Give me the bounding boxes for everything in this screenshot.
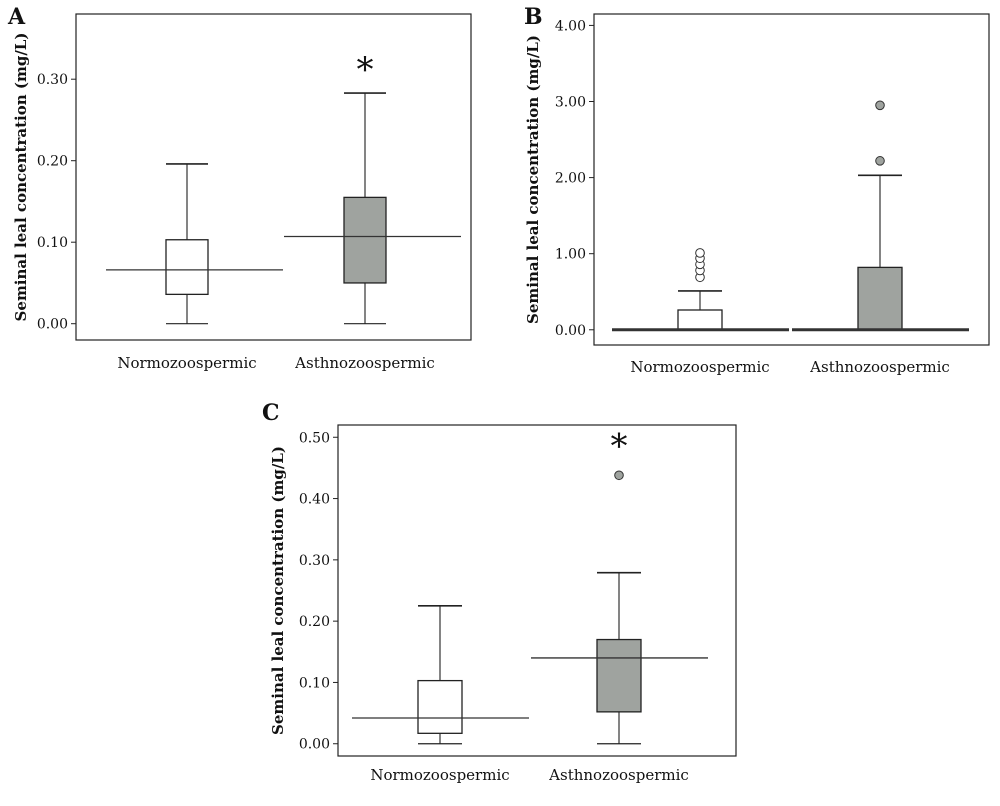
outlier-point: [614, 470, 624, 481]
y-tick-label: 0.10: [37, 235, 68, 251]
panel-c: C 0.00 0.10 0.20 0.30 0.40 0.50 Seminal leal co…: [262, 400, 737, 784]
significance-star: *: [357, 50, 374, 90]
y-tick-label: 0.50: [299, 430, 330, 446]
box: [343, 196, 387, 284]
y-tick-label: 0.00: [299, 737, 330, 753]
plot-frame: [75, 13, 472, 341]
y-tick-label: 0.00: [555, 323, 586, 339]
y-tick-label: 0.30: [37, 72, 68, 88]
box: [857, 266, 903, 331]
y-tick-label: 0.40: [299, 492, 330, 508]
panel-b: B 0.00 1.00 2.00 3.00 4.00 Seminal leal concen…: [524, 4, 990, 376]
category-label: Asthnozoospermic: [548, 766, 689, 784]
category-label: Asthnozoospermic: [294, 354, 435, 372]
outlier-point: [875, 100, 885, 111]
panel-a: A 0.00 0.10 0.20 0.30 Seminal leal concentrat…: [7, 4, 472, 372]
y-tick-label: 1.00: [555, 247, 586, 263]
box: [165, 239, 209, 296]
y-axis-label: Seminal leal concentration (mg/L): [12, 33, 30, 322]
box: [417, 679, 463, 734]
category-label: Asthnozoospermic: [809, 358, 950, 376]
significance-star: *: [611, 426, 628, 466]
y-tick-label: 0.20: [37, 154, 68, 170]
outlier-point: [875, 156, 885, 166]
outlier-point: [695, 248, 705, 258]
box: [677, 309, 723, 331]
y-tick-label: 4.00: [555, 18, 586, 34]
panel-label: B: [524, 4, 543, 30]
y-tick-label: 3.00: [555, 95, 586, 111]
category-label: Normozoospermic: [370, 766, 509, 784]
category-label: Normozoospermic: [117, 354, 256, 372]
y-tick-label: 2.00: [555, 171, 586, 187]
y-axis-label: Seminal leal concentration (mg/L): [269, 446, 287, 735]
panel-label: A: [7, 4, 26, 30]
plot-frame: [593, 13, 990, 346]
y-tick-label: 0.00: [37, 317, 68, 333]
y-tick-label: 0.30: [299, 553, 330, 569]
panel-label: C: [262, 400, 280, 426]
plot-frame: [337, 424, 737, 757]
y-tick-label: 0.20: [299, 614, 330, 630]
y-tick-label: 0.10: [299, 675, 330, 691]
box: [596, 638, 642, 713]
category-label: Normozoospermic: [630, 358, 769, 376]
y-axis-label: Seminal leal concentration (mg/L): [524, 35, 542, 324]
